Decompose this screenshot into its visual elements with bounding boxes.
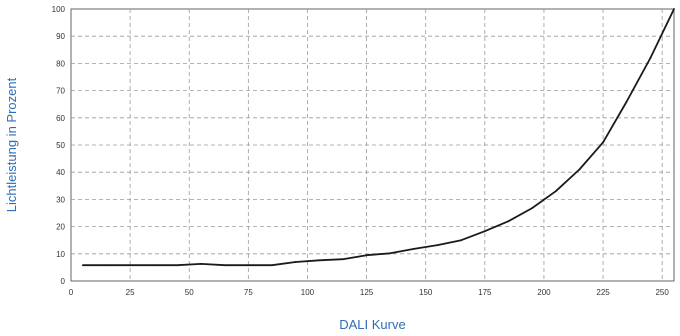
- data-point: [81, 264, 84, 267]
- y-axis-title: Lichtleistung in Prozent: [4, 77, 19, 212]
- y-tick-label: 70: [56, 87, 65, 96]
- y-tick-label: 100: [52, 5, 66, 14]
- data-point: [625, 100, 628, 103]
- x-tick-label: 50: [185, 288, 194, 297]
- data-point: [294, 261, 297, 263]
- data-point: [412, 248, 415, 250]
- data-point: [152, 264, 155, 267]
- x-tick-label: 225: [596, 288, 610, 297]
- x-tick-label: 150: [419, 288, 433, 297]
- x-tick-label: 25: [126, 288, 135, 297]
- x-tick-label: 250: [655, 288, 669, 297]
- data-point: [129, 264, 132, 267]
- x-tick-label: 100: [301, 288, 315, 297]
- series-layer: [81, 8, 675, 267]
- data-point: [176, 264, 179, 267]
- data-point: [271, 264, 273, 267]
- tick-labels: 0 10 20 30 40 50 60 70 80 90 100 0 25 50 75 100 125 150 17…: [52, 5, 670, 297]
- y-tick-label: 20: [56, 223, 65, 232]
- data-point: [436, 244, 439, 246]
- data-point: [602, 141, 604, 144]
- y-tick-label: 90: [56, 32, 65, 41]
- data-point: [105, 264, 108, 267]
- y-tick-label: 50: [56, 141, 65, 150]
- data-point: [673, 8, 675, 10]
- data-point: [483, 230, 486, 233]
- data-point: [649, 57, 652, 59]
- series-line-0: [82, 8, 675, 267]
- y-tick-label: 60: [56, 114, 65, 123]
- data-point: [342, 258, 344, 261]
- data-point: [365, 254, 368, 257]
- y-tick-label: 80: [56, 59, 65, 68]
- data-point: [223, 264, 226, 267]
- y-tick-label: 40: [56, 168, 65, 177]
- y-tick-label: 0: [61, 277, 66, 286]
- data-point: [578, 168, 581, 171]
- data-point: [507, 220, 510, 223]
- x-tick-label: 175: [478, 288, 492, 297]
- x-axis-title: DALI Kurve: [339, 317, 405, 332]
- data-point: [460, 239, 463, 242]
- grid: [70, 8, 675, 282]
- data-point: [247, 264, 250, 267]
- data-point: [318, 259, 321, 262]
- data-point: [389, 252, 392, 255]
- x-tick-label: 125: [360, 288, 374, 297]
- x-tick-label: 75: [244, 288, 253, 297]
- y-tick-label: 30: [56, 195, 65, 204]
- data-point: [554, 190, 557, 193]
- y-tick-label: 10: [56, 250, 65, 259]
- x-tick-label: 0: [69, 288, 74, 297]
- data-point: [531, 207, 534, 210]
- data-point: [200, 262, 202, 265]
- x-tick-label: 200: [537, 288, 551, 297]
